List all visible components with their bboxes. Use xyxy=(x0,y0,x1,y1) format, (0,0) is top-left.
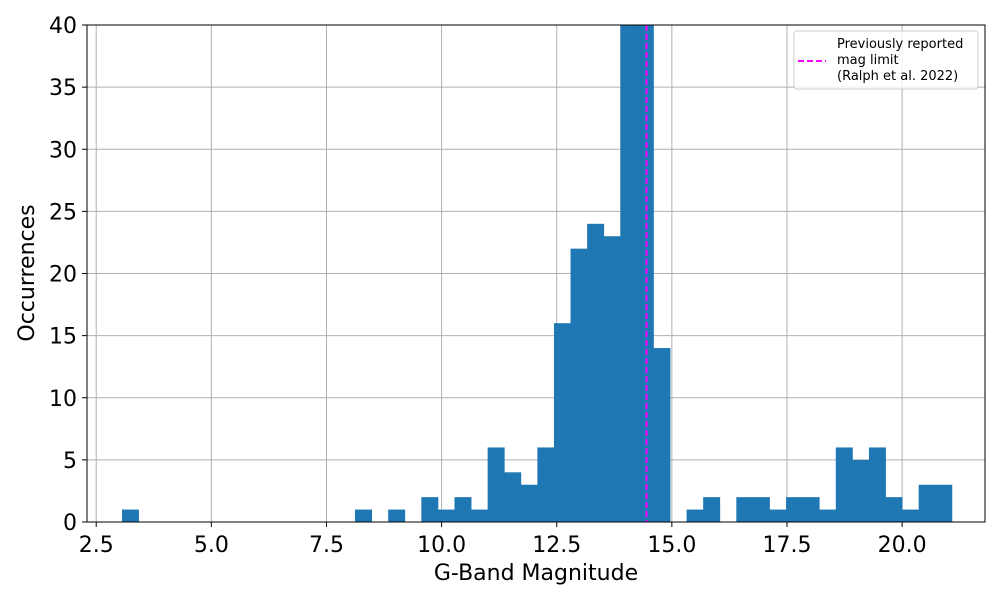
histogram-bar xyxy=(636,25,654,522)
histogram-bar xyxy=(819,509,837,522)
histogram-bar xyxy=(553,323,571,522)
histogram-bar xyxy=(653,348,671,522)
x-tick-label: 7.5 xyxy=(309,533,344,558)
histogram-bar xyxy=(603,236,621,522)
histogram-bar xyxy=(520,484,538,522)
legend-box xyxy=(793,30,979,90)
histogram-bar xyxy=(686,509,704,522)
x-tick-label: 10.0 xyxy=(417,533,466,558)
histogram-bar xyxy=(902,509,920,522)
histogram-bar xyxy=(802,497,820,522)
x-tick-label: 20.0 xyxy=(878,533,927,558)
x-tick-label: 15.0 xyxy=(647,533,696,558)
histogram-bars xyxy=(121,25,953,523)
x-tick-label: 5.0 xyxy=(194,533,229,558)
histogram-bar xyxy=(504,472,522,522)
histogram-bar xyxy=(121,509,139,522)
legend-label-line-1: Previously reported xyxy=(837,37,963,52)
histogram-bar xyxy=(487,447,505,522)
y-tick-label: 10 xyxy=(49,387,77,412)
histogram-bar xyxy=(752,497,770,522)
y-tick-label: 35 xyxy=(49,76,77,101)
histogram-bar xyxy=(355,509,372,522)
histogram-bar xyxy=(471,509,489,522)
y-axis-label: Occurrences xyxy=(15,204,40,341)
histogram-bar xyxy=(587,223,605,523)
y-tick-label: 25 xyxy=(49,200,77,225)
histogram-bar xyxy=(703,497,721,522)
histogram-bar xyxy=(769,509,787,522)
x-tick-label: 17.5 xyxy=(762,533,811,558)
histogram-bar xyxy=(537,447,555,522)
histogram-bar xyxy=(885,497,903,522)
histogram-bar xyxy=(437,509,455,522)
histogram-bar xyxy=(935,484,953,522)
y-tick-label: 20 xyxy=(49,263,77,288)
histogram-bar xyxy=(421,497,439,522)
histogram-bar xyxy=(868,447,886,522)
x-axis-label: G-Band Magnitude xyxy=(434,561,638,586)
histogram-bar xyxy=(620,25,638,522)
histogram-bar xyxy=(786,497,804,522)
legend-label-line-3: (Ralph et al. 2022) xyxy=(837,69,958,84)
histogram-bar xyxy=(918,484,936,522)
histogram-bar xyxy=(388,509,406,522)
y-tick-label: 0 xyxy=(63,511,77,536)
y-tick-label: 30 xyxy=(49,138,77,163)
histogram-bar xyxy=(736,497,754,522)
y-tick-label: 15 xyxy=(49,325,77,350)
histogram-bar xyxy=(570,248,588,522)
histogram-bar xyxy=(835,447,853,522)
histogram-bar xyxy=(852,459,870,522)
x-tick-label: 2.5 xyxy=(79,533,114,558)
y-tick-label: 5 xyxy=(63,449,77,474)
legend-label-line-2: mag limit xyxy=(837,53,899,68)
legend: Previously reported mag limit (Ralph et … xyxy=(793,30,979,90)
y-tick-label: 40 xyxy=(49,14,77,39)
x-tick-label: 12.5 xyxy=(532,533,581,558)
axis-ticks: 2.5 5.0 7.5 10.0 12.5 15.0 17.5 20.0 0 5 10 15 20 25 3… xyxy=(49,14,927,558)
histogram-bar xyxy=(454,497,472,522)
